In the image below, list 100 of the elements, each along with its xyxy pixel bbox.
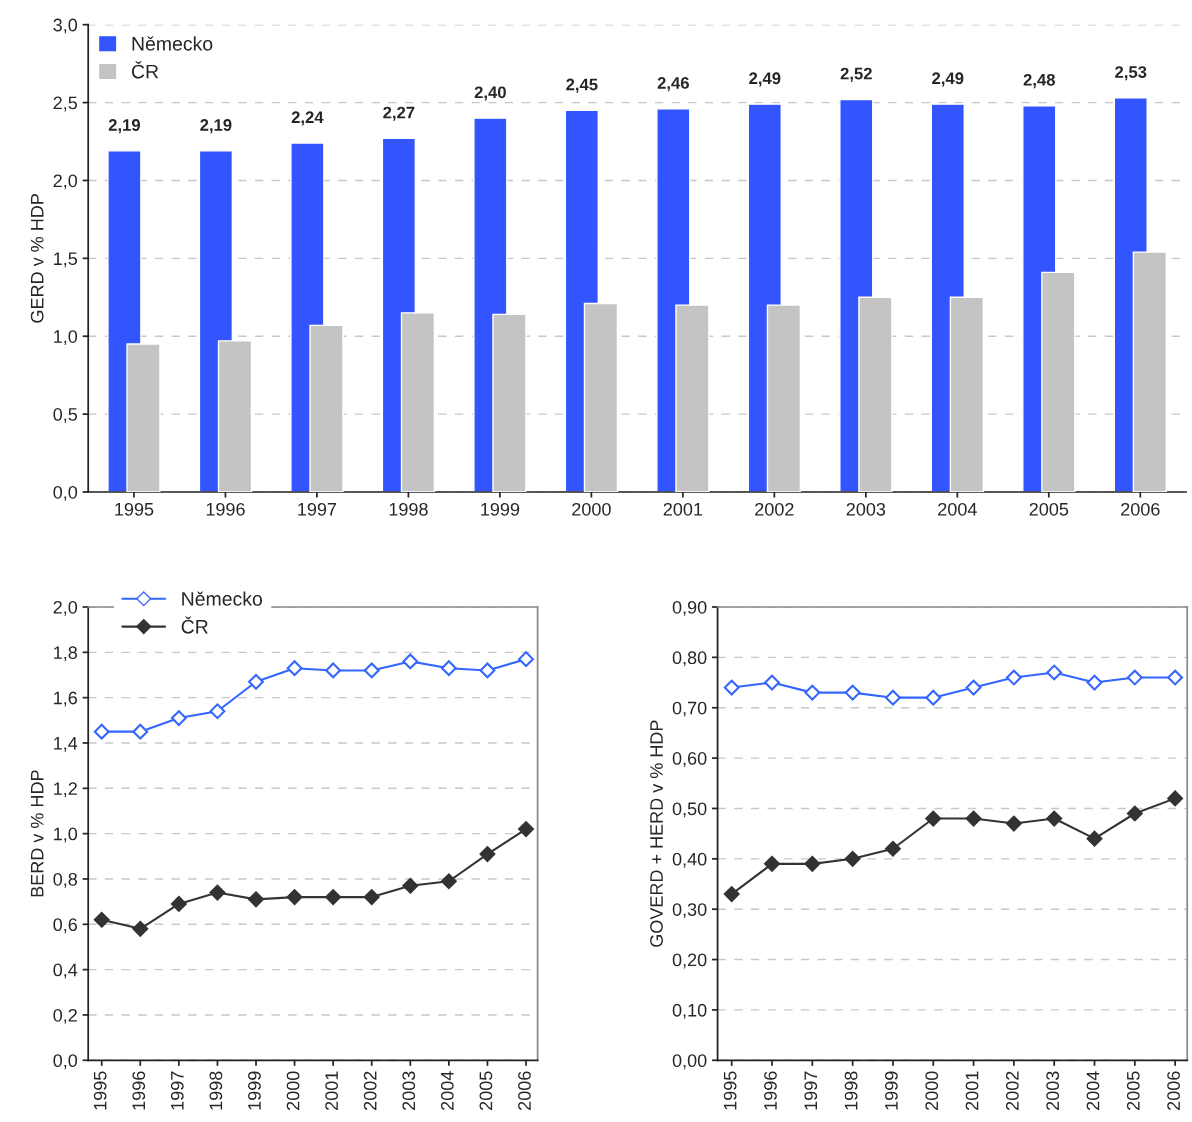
y-tick-label: 0,2: [53, 1008, 77, 1024]
point: [965, 810, 982, 827]
y-tick-label: 0,20: [672, 953, 707, 969]
y-tick-label: 0,70: [672, 701, 707, 717]
point: [93, 911, 110, 928]
point: [1046, 810, 1063, 827]
x-tick-label: 2004: [938, 502, 977, 516]
point: [804, 684, 821, 701]
y-tick-label: 0,00: [672, 1054, 707, 1070]
data-label: 2,24: [291, 111, 324, 126]
point: [209, 703, 226, 720]
y-tick-label: 3,0: [53, 18, 78, 34]
point: [402, 653, 419, 670]
y-tick-label: 1,2: [54, 782, 77, 798]
y-tick-label: 0,6: [53, 918, 77, 934]
point: [286, 660, 303, 677]
x-tick-label: 1998: [209, 1071, 223, 1110]
x-tick-label: 2001: [965, 1071, 979, 1110]
data-label: 2,45: [566, 78, 598, 93]
point: [440, 873, 457, 890]
x-tick-label: 2006: [1121, 502, 1160, 516]
x-tick-label: 2005: [479, 1071, 493, 1110]
y-tick-label: 0,50: [672, 802, 707, 818]
x-tick-label: 2002: [755, 502, 794, 516]
data-label: 2,53: [1115, 66, 1147, 81]
y-tick-label: 1,6: [54, 691, 77, 707]
x-tick-label: 2006: [518, 1071, 531, 1110]
y-tick-label: 1,8: [54, 646, 78, 662]
legend-label: ČR: [131, 61, 159, 79]
y-tick-label: 0,8: [53, 872, 78, 888]
point: [170, 895, 187, 912]
y-axis-title: GOVERD + HERD v % HDP: [650, 720, 663, 947]
data-label: 2,48: [1023, 73, 1055, 89]
point: [804, 855, 821, 872]
x-tick-label: 1995: [93, 1071, 107, 1110]
y-tick-label: 2,0: [53, 174, 78, 190]
x-tick-label: 2001: [325, 1071, 338, 1110]
point: [209, 884, 226, 901]
point: [844, 684, 861, 701]
x-tick-label: 2003: [846, 502, 886, 516]
y-tick-label: 0,60: [672, 752, 707, 767]
y-tick-label: 0,30: [672, 903, 707, 919]
x-tick-label: 2004: [1086, 1071, 1100, 1110]
point: [325, 662, 342, 679]
y-axis-title: BERD v % HDP: [30, 770, 44, 897]
point: [885, 689, 901, 706]
point: [1126, 805, 1143, 822]
data-label: 2,19: [108, 119, 140, 134]
point: [1126, 669, 1143, 686]
point: [479, 846, 496, 862]
x-tick-label: 1997: [298, 502, 337, 516]
point: [1046, 664, 1063, 681]
y-tick-label: 0,40: [672, 852, 707, 868]
x-tick-label: 2005: [1126, 1071, 1140, 1110]
point: [1167, 669, 1184, 686]
y-tick-label: 2,0: [53, 600, 78, 616]
point: [518, 821, 534, 838]
y-tick-label: 0,90: [672, 600, 707, 616]
x-tick-label: 1999: [885, 1071, 898, 1110]
data-label: 2,46: [657, 77, 689, 92]
point: [925, 810, 942, 827]
point: [723, 679, 740, 696]
point: [402, 877, 419, 894]
data-label: 2,19: [200, 119, 232, 134]
x-tick-label: 1999: [248, 1071, 261, 1110]
y-tick-label: 0,0: [53, 1054, 78, 1070]
point: [1005, 815, 1022, 832]
point: [286, 889, 303, 906]
x-tick-label: 1996: [764, 1071, 777, 1110]
legend-label: Německo: [182, 591, 262, 606]
y-tick-label: 1,0: [54, 330, 78, 346]
y-tick-label: 1,5: [54, 252, 78, 268]
point: [93, 723, 110, 740]
point: [440, 660, 457, 677]
x-tick-label: 2002: [363, 1071, 377, 1110]
y-tick-label: 1,0: [54, 827, 78, 843]
point: [1005, 669, 1022, 686]
point: [479, 662, 496, 679]
x-tick-label: 1995: [723, 1071, 737, 1110]
x-tick-label: 2000: [925, 1071, 939, 1110]
legend-label: Německo: [132, 36, 213, 51]
x-tick-label: 1998: [844, 1071, 858, 1110]
x-tick-label: 2005: [1029, 502, 1069, 516]
x-tick-label: 2000: [572, 502, 611, 516]
y-tick-label: 0,4: [53, 963, 78, 979]
x-tick-label: 2002: [1005, 1071, 1019, 1110]
point: [248, 673, 264, 690]
x-tick-label: 2004: [440, 1071, 454, 1110]
x-tick-label: 2000: [286, 1071, 300, 1110]
point: [1086, 674, 1103, 691]
point: [248, 891, 264, 908]
point: [723, 886, 740, 902]
x-tick-label: 1995: [115, 502, 154, 516]
point: [132, 920, 149, 937]
point: [325, 889, 342, 906]
y-tick-label: 0,10: [672, 1003, 707, 1019]
point: [363, 662, 380, 679]
x-tick-label: 1997: [804, 1071, 818, 1110]
point: [965, 679, 982, 696]
x-tick-label: 1996: [206, 502, 245, 516]
